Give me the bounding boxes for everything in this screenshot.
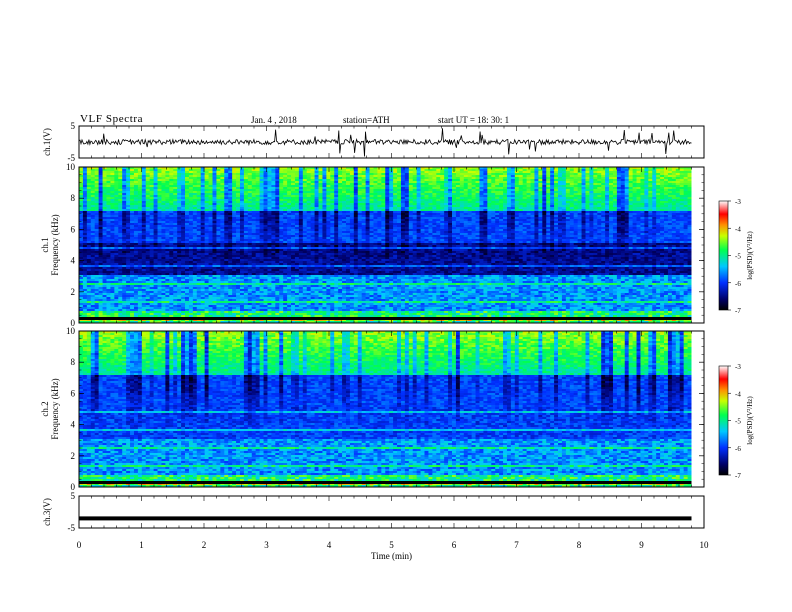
station-label: station=ATH	[343, 115, 390, 125]
colorbar-tick-label: -4	[735, 225, 741, 233]
colorbar-tick-label: -3	[735, 198, 741, 206]
ch1-ylabel: ch.1(V)	[42, 128, 52, 156]
low-frequency-band	[79, 481, 692, 484]
spectrogram-cells-ch1	[79, 167, 692, 324]
y-tick-label: 0	[71, 318, 76, 328]
y-tick-label: 10	[66, 326, 76, 336]
x-tick-label: 10	[700, 540, 710, 550]
y-tick-label: 2	[71, 451, 76, 461]
ch1-waveform	[78, 128, 692, 157]
colorbar-label-ch1: log(PSD)(V²/Hz)	[746, 231, 754, 280]
colorbar-tick-label: -7	[735, 472, 741, 480]
colorbar-tick-label: -4	[735, 390, 741, 398]
x-tick-label: 5	[389, 540, 394, 550]
ch3-ylabel: ch.3(V)	[42, 498, 52, 526]
y-tick-label: 6	[71, 388, 76, 398]
x-tick-label: 0	[77, 540, 82, 550]
colorbar-tick-label: -7	[735, 307, 741, 315]
colorbar-tick-label: -3	[735, 363, 741, 371]
x-tick-label: 1	[139, 540, 144, 550]
colorbar-tick-label: -6	[735, 280, 741, 288]
date-label: Jan. 4 , 2018	[251, 115, 297, 125]
ch2-freq-ylabel-line2: Frequency (kHz)	[50, 378, 60, 439]
colorbar-ch2	[718, 365, 729, 476]
y-tick-label: 10	[66, 162, 76, 172]
ch3-waveform	[79, 516, 692, 521]
y-tick-label: 5	[71, 121, 76, 131]
start-time-label: start UT = 18: 30: 1	[438, 115, 509, 125]
y-tick-label: 2	[71, 287, 76, 297]
ch2-freq-ylabel-line1: ch.2	[40, 401, 50, 416]
ch1-freq-ylabel-line2: Frequency (kHz)	[50, 214, 60, 275]
y-tick-label: 0	[71, 482, 76, 492]
x-tick-label: 6	[452, 540, 457, 550]
x-axis-label: Time (min)	[371, 551, 412, 561]
colorbar-label-ch2: log(PSD)(V²/Hz)	[746, 396, 754, 445]
low-frequency-band	[79, 317, 692, 320]
y-tick-label: 8	[71, 193, 76, 203]
y-tick-label: 4	[71, 256, 76, 266]
colorbar-tick-label: -6	[735, 445, 741, 453]
colorbar-ch1	[718, 200, 729, 311]
x-tick-label: 3	[264, 540, 269, 550]
spectrogram-cells-ch2	[79, 331, 692, 488]
chart-title: VLF Spectra	[80, 113, 143, 125]
colorbar-tick-label: -5	[735, 418, 741, 426]
y-tick-label: 6	[71, 224, 76, 234]
ch1-freq-ylabel-line1: ch.1	[40, 237, 50, 252]
x-tick-label: 7	[514, 540, 519, 550]
empty-region	[691, 331, 704, 487]
x-tick-label: 9	[639, 540, 644, 550]
empty-region	[691, 167, 704, 323]
y-tick-label: 8	[71, 357, 76, 367]
y-tick-label: -5	[68, 153, 76, 163]
y-tick-label: -5	[68, 523, 76, 533]
y-tick-label: 4	[71, 420, 76, 430]
x-tick-label: 4	[327, 540, 332, 550]
colorbar-tick-label: -5	[735, 253, 741, 261]
x-tick-label: 2	[202, 540, 207, 550]
y-tick-label: 5	[71, 491, 76, 501]
x-tick-label: 8	[577, 540, 582, 550]
